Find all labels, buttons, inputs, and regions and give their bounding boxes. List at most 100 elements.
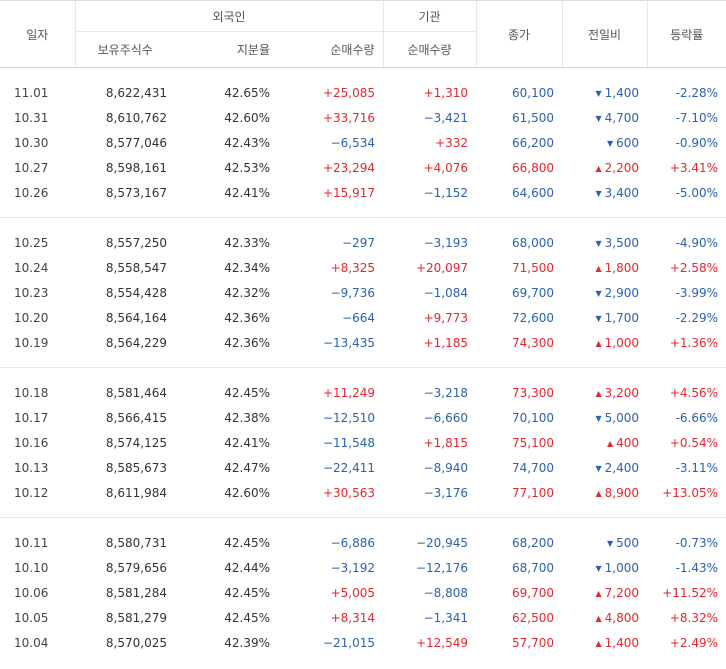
close-cell: 77,100 xyxy=(512,485,555,500)
foreign-net-cell: −297 xyxy=(342,235,376,250)
change-cell: ▼ 1,700 xyxy=(562,305,647,330)
change-cell: ▲ 1,400 xyxy=(562,630,647,655)
holdings-cell: 8,610,762 xyxy=(105,110,167,125)
down-arrow-icon: ▼ xyxy=(595,463,602,473)
group-divider xyxy=(0,205,726,218)
foreign-net-cell: +11,249 xyxy=(322,385,376,400)
foreign-net-cell: −13,435 xyxy=(322,335,376,350)
down-arrow-icon: ▼ xyxy=(606,538,614,548)
close-cell: 66,200 xyxy=(512,135,555,150)
change-cell: ▼ 2,400 xyxy=(562,455,647,480)
ratio-cell: 42.38% xyxy=(224,410,270,425)
holdings-cell: 8,574,125 xyxy=(105,435,167,450)
header-foreign: 외국인 xyxy=(75,0,384,32)
close-cell: 61,500 xyxy=(512,110,555,125)
rate-cell: +4.56% xyxy=(669,385,719,400)
rate-cell: -2.28% xyxy=(675,85,719,100)
ratio-cell: 42.32% xyxy=(224,285,270,300)
holdings-cell: 8,564,229 xyxy=(105,335,167,350)
change-value: 8,900 xyxy=(604,485,640,500)
foreign-net-cell: −6,886 xyxy=(330,535,376,550)
change-value: 1,400 xyxy=(604,635,640,650)
inst-net-cell: +1,310 xyxy=(423,85,469,100)
rate-cell: +2.49% xyxy=(669,635,719,650)
group-spacer xyxy=(0,68,726,81)
ratio-cell: 42.33% xyxy=(224,235,270,250)
foreign-net-cell: −9,736 xyxy=(330,285,376,300)
rate-cell: +8.32% xyxy=(669,610,719,625)
change-value: 7,200 xyxy=(604,585,640,600)
change-cell: ▲ 4,800 xyxy=(562,605,647,630)
holdings-cell: 8,585,673 xyxy=(105,460,167,475)
date-cell: 10.12 xyxy=(14,485,49,500)
holdings-cell: 8,581,284 xyxy=(105,585,167,600)
change-value: 600 xyxy=(616,135,640,150)
holdings-cell: 8,564,164 xyxy=(105,310,167,325)
table-row: 10.19 8,564,229 42.36% −13,435 +1,185 74,300 ▲… xyxy=(0,330,726,355)
date-cell: 10.11 xyxy=(14,535,49,550)
change-value: 1,700 xyxy=(604,310,640,325)
holdings-cell: 8,570,025 xyxy=(105,635,167,650)
inst-net-cell: −6,660 xyxy=(423,410,469,425)
table-body: 11.01 8,622,431 42.65% +25,085 +1,310 60,100 ▼… xyxy=(0,68,726,656)
inst-net-cell: +332 xyxy=(435,135,469,150)
close-cell: 72,600 xyxy=(512,310,555,325)
rate-cell: +2.58% xyxy=(669,260,719,275)
inst-net-cell: +4,076 xyxy=(423,160,469,175)
change-cell: ▼ 2,900 xyxy=(562,280,647,305)
ratio-cell: 42.36% xyxy=(224,310,270,325)
group-divider xyxy=(0,355,726,368)
date-cell: 10.31 xyxy=(14,110,49,125)
inst-net-cell: +12,549 xyxy=(415,635,469,650)
table-row: 10.12 8,611,984 42.60% +30,563 −3,176 77,100 ▲… xyxy=(0,480,726,505)
ratio-cell: 42.65% xyxy=(224,85,270,100)
group-spacer xyxy=(0,368,726,381)
ratio-cell: 42.43% xyxy=(224,135,270,150)
close-cell: 62,500 xyxy=(512,610,555,625)
date-cell: 10.04 xyxy=(14,635,49,650)
change-value: 4,700 xyxy=(604,110,640,125)
header-institution: 기관 xyxy=(383,0,477,32)
ratio-cell: 42.41% xyxy=(224,185,270,200)
foreign-net-cell: +8,325 xyxy=(330,260,376,275)
date-cell: 10.25 xyxy=(14,235,49,250)
table-row: 10.04 8,570,025 42.39% −21,015 +12,549 57,700… xyxy=(0,630,726,655)
change-cell: ▲ 7,200 xyxy=(562,580,647,605)
holdings-cell: 8,573,167 xyxy=(105,185,167,200)
date-cell: 10.23 xyxy=(14,285,49,300)
down-arrow-icon: ▼ xyxy=(595,238,602,248)
inst-net-cell: −12,176 xyxy=(415,560,469,575)
group-spacer xyxy=(0,518,726,531)
table-row: 10.24 8,558,547 42.34% +8,325 +20,097 71,500 ▲… xyxy=(0,255,726,280)
change-value: 2,400 xyxy=(604,460,640,475)
table-row: 10.06 8,581,284 42.45% +5,005 −8,808 69,700 ▲ 7… xyxy=(0,580,726,605)
date-cell: 10.10 xyxy=(14,560,49,575)
rate-cell: -0.90% xyxy=(675,135,719,150)
close-cell: 68,200 xyxy=(512,535,555,550)
foreign-net-cell: −664 xyxy=(342,310,376,325)
change-value: 3,500 xyxy=(604,235,640,250)
down-arrow-icon: ▼ xyxy=(595,113,602,123)
header-rate: 등락률 xyxy=(647,0,726,68)
foreign-net-cell: −22,411 xyxy=(322,460,376,475)
ratio-cell: 42.44% xyxy=(224,560,270,575)
change-cell: ▼ 4,700 xyxy=(562,105,647,130)
close-cell: 66,800 xyxy=(512,160,555,175)
foreign-net-cell: −21,015 xyxy=(322,635,376,650)
group-spacer xyxy=(0,218,726,231)
date-cell: 10.19 xyxy=(14,335,49,350)
rate-cell: -6.66% xyxy=(675,410,719,425)
change-value: 3,200 xyxy=(604,385,640,400)
up-arrow-icon: ▲ xyxy=(595,613,602,623)
holdings-cell: 8,566,415 xyxy=(105,410,167,425)
table-row: 10.30 8,577,046 42.43% −6,534 +332 66,200 ▼ 600… xyxy=(0,130,726,155)
inst-net-cell: +9,773 xyxy=(423,310,469,325)
change-cell: ▼ 1,400 xyxy=(562,80,647,105)
inst-net-cell: −3,421 xyxy=(423,110,469,125)
down-arrow-icon: ▼ xyxy=(595,188,602,198)
table-row: 10.16 8,574,125 42.41% −11,548 +1,815 75,100 ▲… xyxy=(0,430,726,455)
table-row: 10.23 8,554,428 42.32% −9,736 −1,084 69,700 ▼ 2… xyxy=(0,280,726,305)
close-cell: 57,700 xyxy=(512,635,555,650)
close-cell: 75,100 xyxy=(512,435,555,450)
table-row: 10.27 8,598,161 42.53% +23,294 +4,076 66,800 ▲… xyxy=(0,155,726,180)
